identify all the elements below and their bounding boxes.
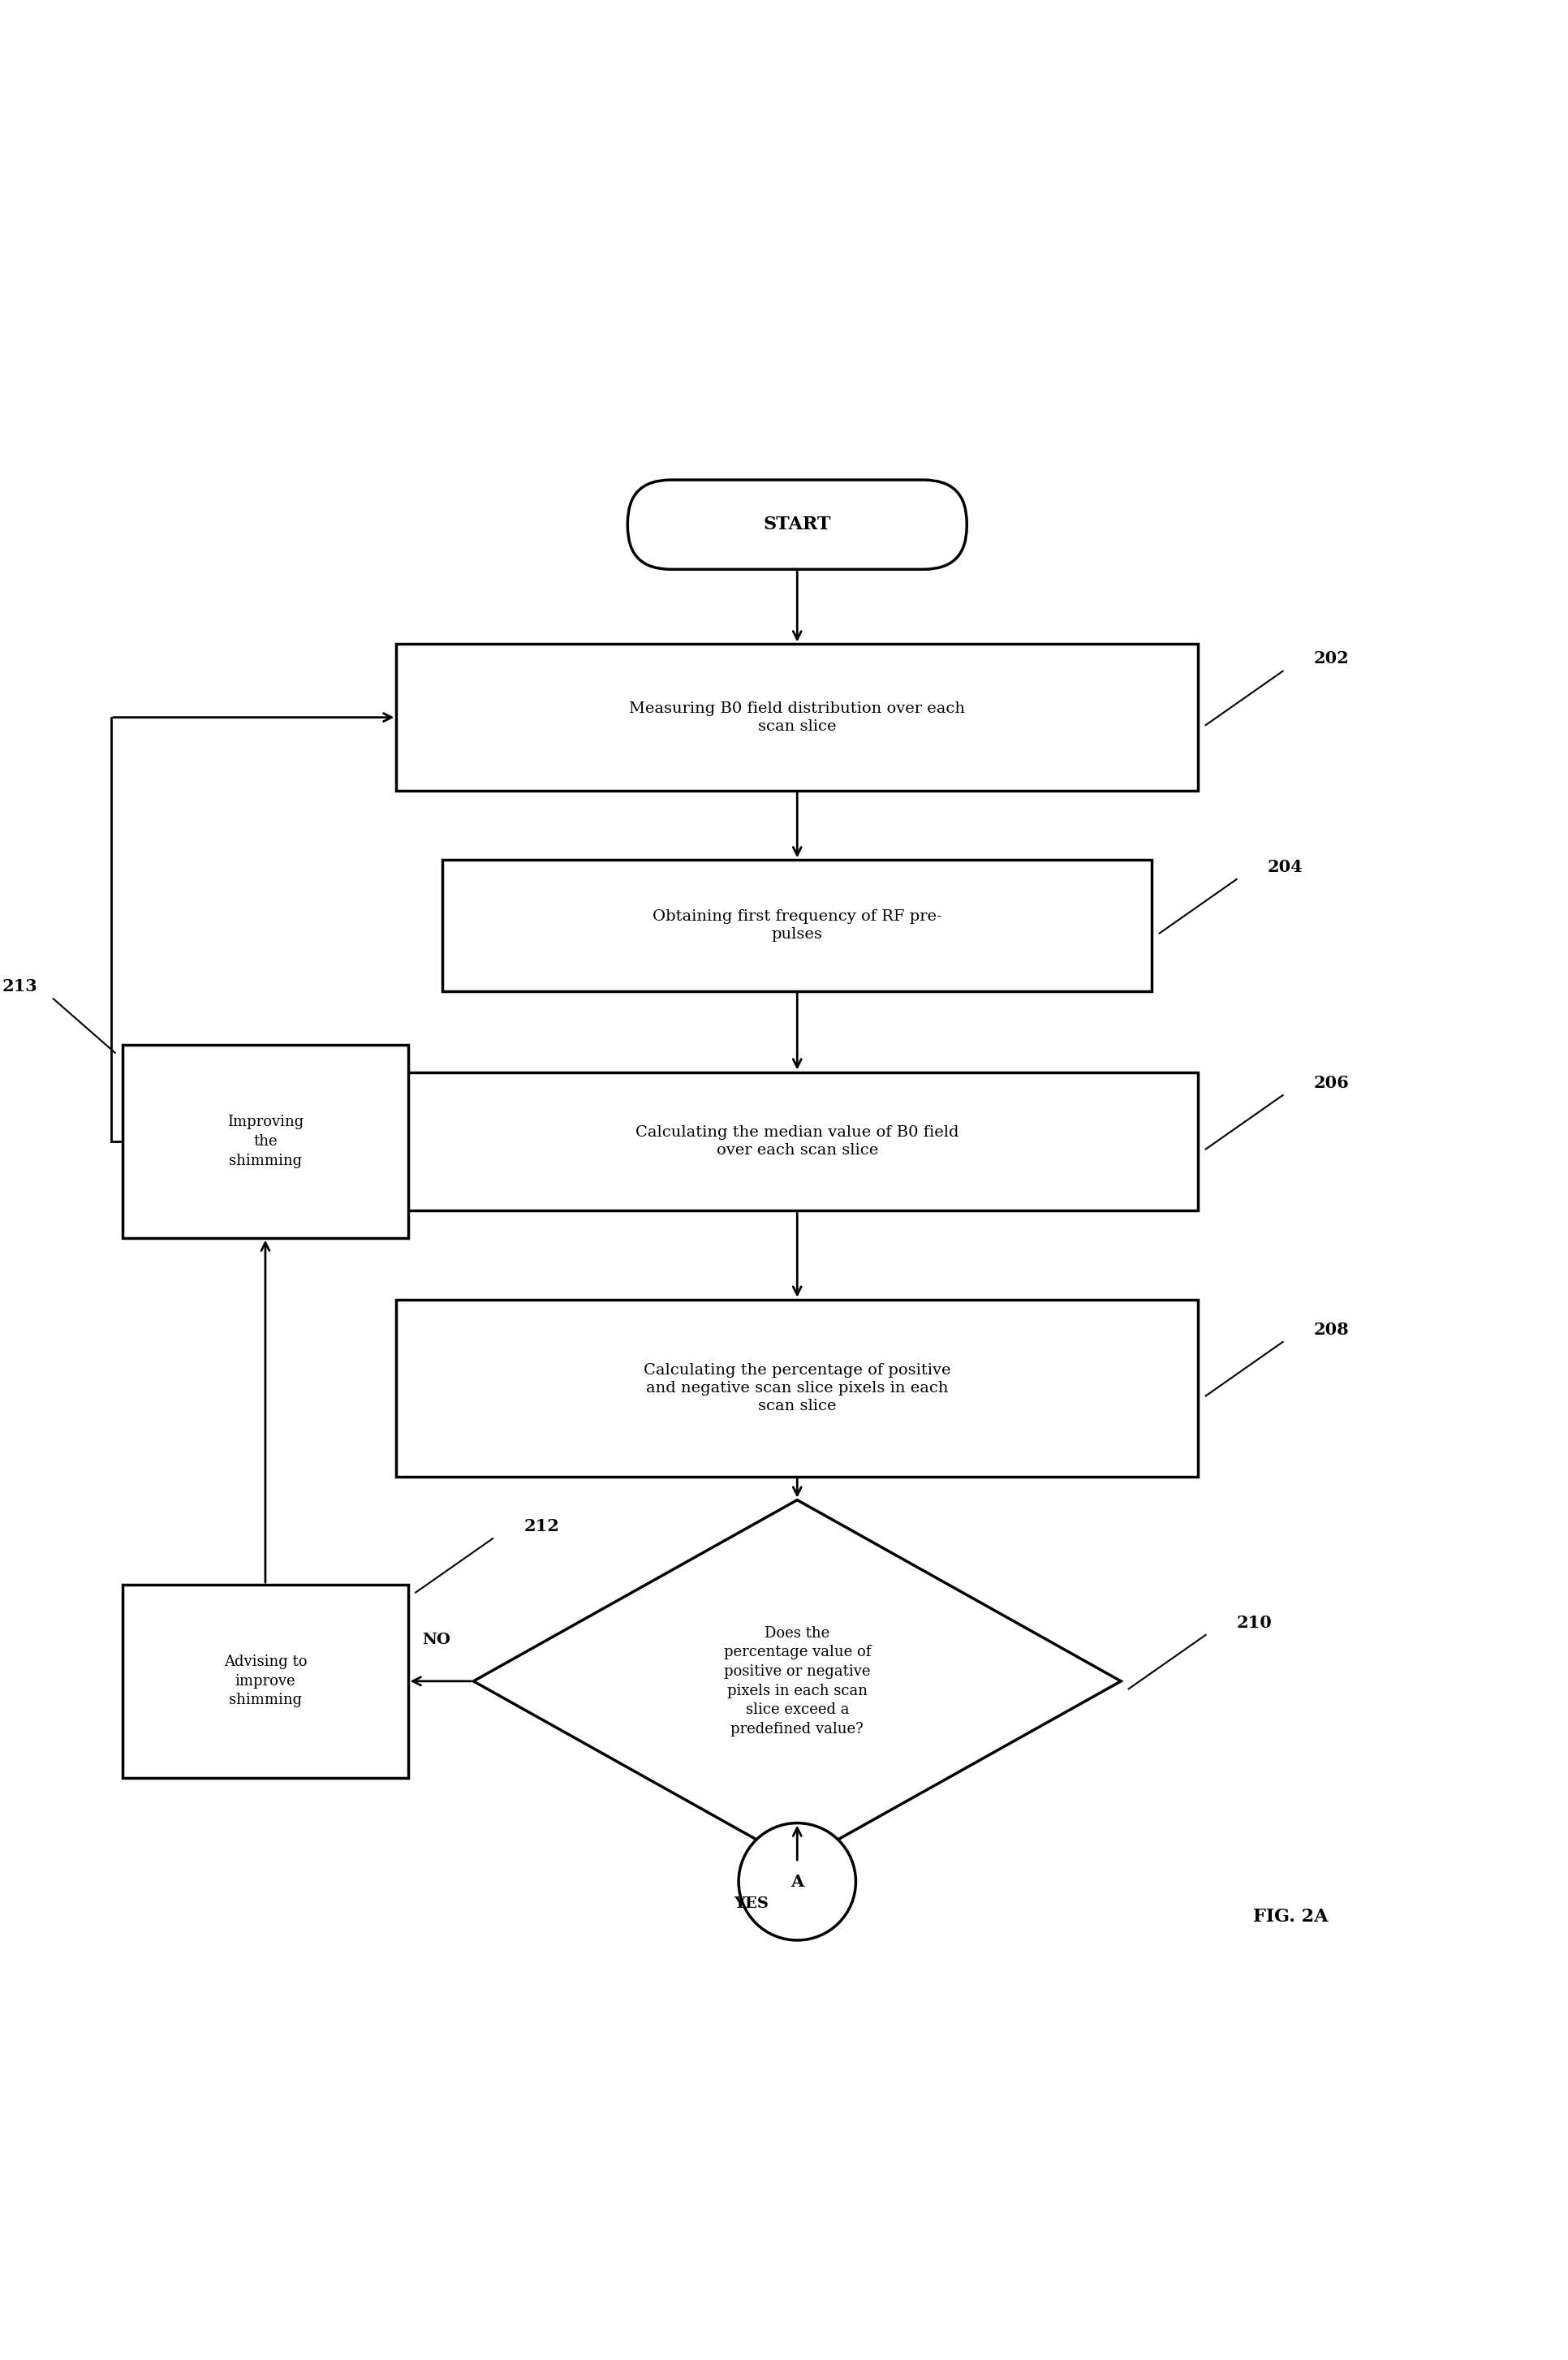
Bar	[397, 1071, 1198, 1211]
Text: NO: NO	[422, 1633, 450, 1647]
Bar	[397, 644, 1198, 791]
Text: 202: 202	[1314, 651, 1348, 668]
Text: START: START	[764, 517, 831, 533]
FancyBboxPatch shape	[627, 479, 967, 569]
Text: 210: 210	[1237, 1614, 1272, 1631]
Bar	[122, 1586, 408, 1777]
Text: Does the
percentage value of
positive or negative
pixels in each scan
slice exce: Does the percentage value of positive or…	[723, 1626, 870, 1737]
Text: 204: 204	[1267, 859, 1303, 876]
Text: 206: 206	[1314, 1074, 1348, 1090]
Text: 213: 213	[3, 979, 38, 994]
Text: 208: 208	[1314, 1322, 1348, 1338]
Bar	[397, 1300, 1198, 1477]
Bar	[122, 1045, 408, 1239]
Bar	[442, 859, 1152, 991]
Text: Advising to
improve
shimming: Advising to improve shimming	[224, 1654, 307, 1709]
Text: YES: YES	[734, 1897, 768, 1912]
Text: 212: 212	[524, 1517, 560, 1534]
Text: Measuring B0 field distribution over each
scan slice: Measuring B0 field distribution over eac…	[629, 701, 966, 734]
Text: Improving
the
shimming: Improving the shimming	[227, 1114, 304, 1168]
Circle shape	[739, 1822, 856, 1940]
Text: Calculating the median value of B0 field
over each scan slice: Calculating the median value of B0 field…	[635, 1126, 960, 1159]
Text: A: A	[790, 1874, 804, 1890]
Polygon shape	[474, 1501, 1121, 1862]
Text: Obtaining first frequency of RF pre-
pulses: Obtaining first frequency of RF pre- pul…	[652, 909, 942, 942]
Text: FIG. 2A: FIG. 2A	[1253, 1909, 1328, 1926]
Text: Calculating the percentage of positive
and negative scan slice pixels in each
sc: Calculating the percentage of positive a…	[643, 1362, 950, 1414]
